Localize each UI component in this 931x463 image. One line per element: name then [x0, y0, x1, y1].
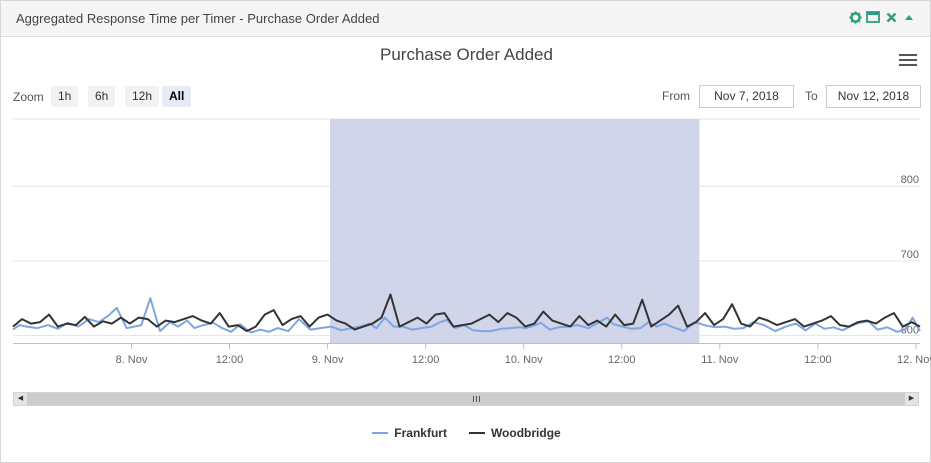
to-date-input[interactable]: Nov 12, 2018 — [826, 85, 921, 108]
panel-title: Aggregated Response Time per Timer - Pur… — [16, 11, 380, 26]
x-tick-label: 8. Nov — [116, 354, 148, 366]
from-label: From — [662, 89, 690, 103]
x-tick-label: 12:00 — [608, 354, 636, 366]
series-line-frankfurt — [12, 297, 921, 334]
selection-band — [330, 119, 700, 343]
scroll-left-arrow[interactable]: ◀ — [14, 393, 27, 405]
panel-header: Aggregated Response Time per Timer - Pur… — [1, 1, 930, 37]
to-label: To — [805, 89, 818, 103]
navigator-scrollbar[interactable]: ◀ ▶ — [13, 392, 919, 406]
legend-label-woodbridge: Woodbridge — [490, 426, 561, 440]
chart-title: Purchase Order Added — [380, 45, 553, 64]
legend-item-woodbridge[interactable]: Woodbridge — [468, 426, 561, 440]
y-tick-label: 800 — [901, 174, 919, 186]
x-tick-label: 9. Nov — [312, 354, 344, 366]
series-line-woodbridge — [12, 293, 921, 333]
zoom-button-6h[interactable]: 6h — [88, 86, 116, 107]
zoom-button-1h[interactable]: 1h — [51, 86, 79, 107]
legend: Frankfurt Woodbridge — [1, 426, 931, 440]
line-chart: 600 700 800 8. Nov 12:00 9. Nov 12:00 10. Nov 12… — [12, 118, 931, 366]
zoom-label: Zoom — [13, 90, 44, 104]
scroll-grip-icon — [473, 396, 480, 402]
scroll-right-arrow[interactable]: ▶ — [905, 393, 918, 405]
y-tick-label: 600 — [901, 325, 919, 337]
hamburger-menu-icon[interactable] — [899, 54, 917, 68]
zoom-button-12h[interactable]: 12h — [125, 86, 160, 107]
close-icon[interactable] — [884, 10, 898, 24]
x-tick-label: 11. Nov — [701, 354, 739, 366]
x-tick-label: 12:00 — [412, 354, 440, 366]
collapse-icon[interactable] — [902, 10, 916, 24]
legend-item-frankfurt[interactable]: Frankfurt — [372, 426, 447, 440]
header-tools — [848, 10, 916, 24]
x-tick-label: 12. Nov — [897, 354, 931, 366]
y-tick-label: 700 — [901, 249, 919, 261]
x-tick-label: 12:00 — [804, 354, 832, 366]
x-tick-label: 10. Nov — [505, 354, 543, 366]
gear-icon[interactable] — [848, 10, 862, 24]
legend-label-frankfurt: Frankfurt — [394, 426, 447, 440]
legend-swatch-woodbridge — [468, 432, 485, 434]
from-date-input[interactable]: Nov 7, 2018 — [699, 85, 794, 108]
scroll-thumb[interactable] — [27, 393, 905, 405]
legend-swatch-frankfurt — [372, 432, 389, 434]
zoom-button-all[interactable]: All — [162, 86, 192, 107]
x-tick-label: 12:00 — [216, 354, 244, 366]
maximize-icon[interactable] — [866, 10, 880, 24]
